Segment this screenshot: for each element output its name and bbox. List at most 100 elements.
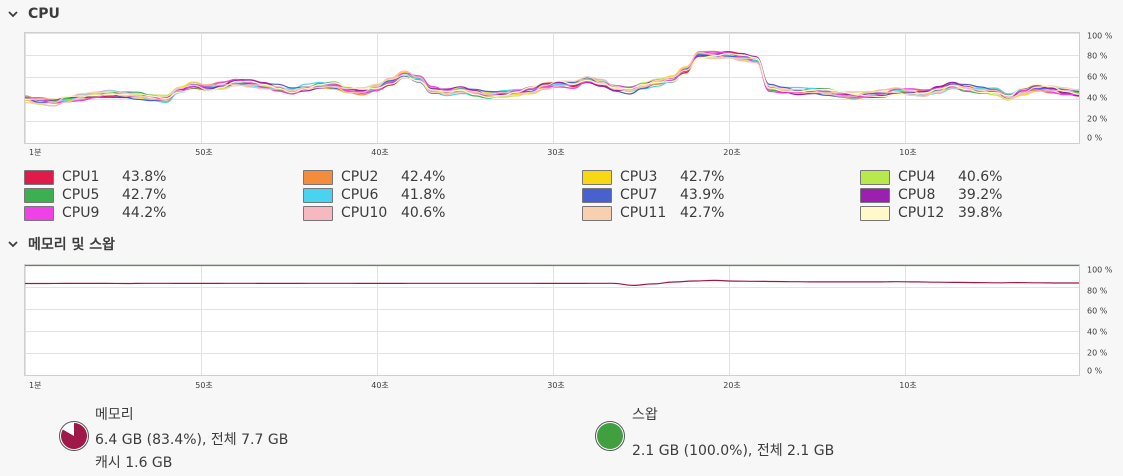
cpu-name: CPU11 — [620, 205, 667, 221]
swap-pie-icon — [595, 421, 625, 451]
cpu-legend-item: CPU12 39.8% — [860, 204, 1080, 222]
color-swatch[interactable] — [24, 187, 54, 203]
memory-series-line — [25, 279, 1079, 287]
y-tick: 80 % — [1087, 286, 1108, 296]
color-swatch[interactable] — [303, 205, 333, 221]
cpu-name: CPU1 — [62, 169, 100, 185]
color-swatch[interactable] — [303, 169, 333, 185]
cpu-percent: 42.7% — [680, 205, 725, 221]
x-tick: 1분 — [29, 381, 42, 390]
memory-pie-icon — [59, 421, 89, 451]
x-tick: 50초 — [195, 381, 213, 390]
y-tick: 0 % — [1087, 366, 1103, 376]
cpu-name: CPU6 — [341, 187, 379, 203]
cpu-name: CPU2 — [341, 169, 379, 185]
cpu-history-plot — [25, 33, 1079, 143]
cpu-legend-item: CPU10 40.6% — [303, 204, 523, 222]
x-tick: 10초 — [899, 148, 917, 157]
cpu-series-line — [25, 52, 1079, 107]
cpu-legend-item: CPU5 42.7% — [24, 186, 244, 204]
cpu-percent: 39.8% — [958, 205, 1003, 221]
cpu-legend-item: CPU2 42.4% — [303, 168, 523, 186]
cpu-percent: 39.2% — [958, 187, 1003, 203]
memory-label: 메모리 — [95, 407, 134, 423]
y-tick: 40 % — [1087, 327, 1108, 337]
cpu-percent: 40.6% — [958, 169, 1003, 185]
cpu-series-line — [25, 52, 1079, 100]
y-tick: 100 % — [1087, 265, 1113, 275]
color-swatch[interactable] — [860, 205, 890, 221]
cpu-section-header[interactable]: CPU — [6, 4, 60, 24]
y-tick: 20 % — [1087, 114, 1108, 124]
color-swatch[interactable] — [860, 169, 890, 185]
x-tick: 30초 — [547, 381, 565, 390]
memory-usage: 6.4 GB (83.4%), 전체 7.7 GB — [95, 432, 289, 448]
color-swatch[interactable] — [860, 187, 890, 203]
x-tick: 50초 — [195, 148, 213, 157]
color-swatch[interactable] — [582, 205, 612, 221]
x-tick: 20초 — [723, 148, 741, 157]
cpu-name: CPU10 — [341, 205, 388, 221]
memory-cache: 캐시 1.6 GB — [95, 455, 173, 471]
cpu-legend: CPU1 43.8% CPU2 42.4% CPU3 42.7% CPU4 40.6% CPU5… — [24, 168, 1084, 224]
cpu-legend-item: CPU6 41.8% — [303, 186, 523, 204]
cpu-name: CPU5 — [62, 187, 100, 203]
cpu-x-axis: 1분 50초 40초 30초 20초 10초 — [24, 147, 1080, 159]
y-tick: 100 % — [1087, 31, 1113, 41]
cpu-legend-item: CPU8 39.2% — [860, 186, 1080, 204]
color-swatch[interactable] — [303, 187, 333, 203]
memory-history-graph — [24, 264, 1080, 376]
cpu-series-line — [25, 56, 1079, 105]
cpu-name: CPU9 — [62, 205, 100, 221]
cpu-percent: 44.2% — [122, 205, 167, 221]
memory-history-plot — [25, 265, 1079, 375]
cpu-percent: 40.6% — [401, 205, 446, 221]
color-swatch[interactable] — [24, 205, 54, 221]
x-tick: 1분 — [29, 148, 42, 157]
color-swatch[interactable] — [582, 169, 612, 185]
y-tick: 20 % — [1087, 348, 1108, 358]
y-tick: 0 % — [1087, 133, 1103, 143]
y-tick: 40 % — [1087, 93, 1108, 103]
memory-swap-section-title: 메모리 및 스왑 — [28, 237, 116, 253]
color-swatch[interactable] — [24, 169, 54, 185]
memory-swap-section-header[interactable]: 메모리 및 스왑 — [6, 234, 115, 254]
cpu-name: CPU7 — [620, 187, 658, 203]
cpu-percent: 42.7% — [680, 169, 725, 185]
cpu-legend-item: CPU1 43.8% — [24, 168, 244, 186]
cpu-legend-item: CPU11 42.7% — [582, 204, 802, 222]
y-tick: 60 % — [1087, 72, 1108, 82]
x-tick: 10초 — [899, 381, 917, 390]
cpu-percent: 42.4% — [401, 169, 446, 185]
swap-summary: 스왑 2.1 GB (100.0%), 전체 2.1 GB — [594, 400, 994, 472]
cpu-history-graph — [24, 32, 1080, 144]
swap-usage: 2.1 GB (100.0%), 전체 2.1 GB — [632, 443, 835, 459]
cpu-name: CPU3 — [620, 169, 658, 185]
pie-slice — [597, 423, 623, 449]
y-tick: 80 % — [1087, 51, 1108, 61]
cpu-legend-item: CPU7 43.9% — [582, 186, 802, 204]
cpu-name: CPU4 — [898, 169, 936, 185]
cpu-legend-item: CPU4 40.6% — [860, 168, 1080, 186]
cpu-section-title: CPU — [28, 6, 60, 22]
x-tick: 40초 — [371, 381, 389, 390]
cpu-name: CPU12 — [898, 205, 945, 221]
x-tick: 40초 — [371, 148, 389, 157]
color-swatch[interactable] — [582, 187, 612, 203]
pie-slice — [60, 423, 87, 449]
cpu-percent: 42.7% — [122, 187, 167, 203]
memory-summary: 메모리 6.4 GB (83.4%), 전체 7.7 GB 캐시 1.6 GB — [58, 400, 458, 472]
cpu-legend-item: CPU3 42.7% — [582, 168, 802, 186]
cpu-name: CPU8 — [898, 187, 936, 203]
swap-label: 스왑 — [632, 407, 658, 423]
chevron-down-icon[interactable] — [6, 237, 20, 251]
cpu-series-line — [25, 52, 1079, 107]
cpu-percent: 43.8% — [122, 169, 167, 185]
x-tick: 30초 — [547, 148, 565, 157]
cpu-percent: 41.8% — [401, 187, 446, 203]
memory-x-axis: 1분 50초 40초 30초 20초 10초 — [24, 380, 1080, 392]
x-tick: 20초 — [723, 381, 741, 390]
y-tick: 60 % — [1087, 306, 1108, 316]
cpu-legend-item: CPU9 44.2% — [24, 204, 244, 222]
chevron-down-icon[interactable] — [6, 7, 20, 21]
